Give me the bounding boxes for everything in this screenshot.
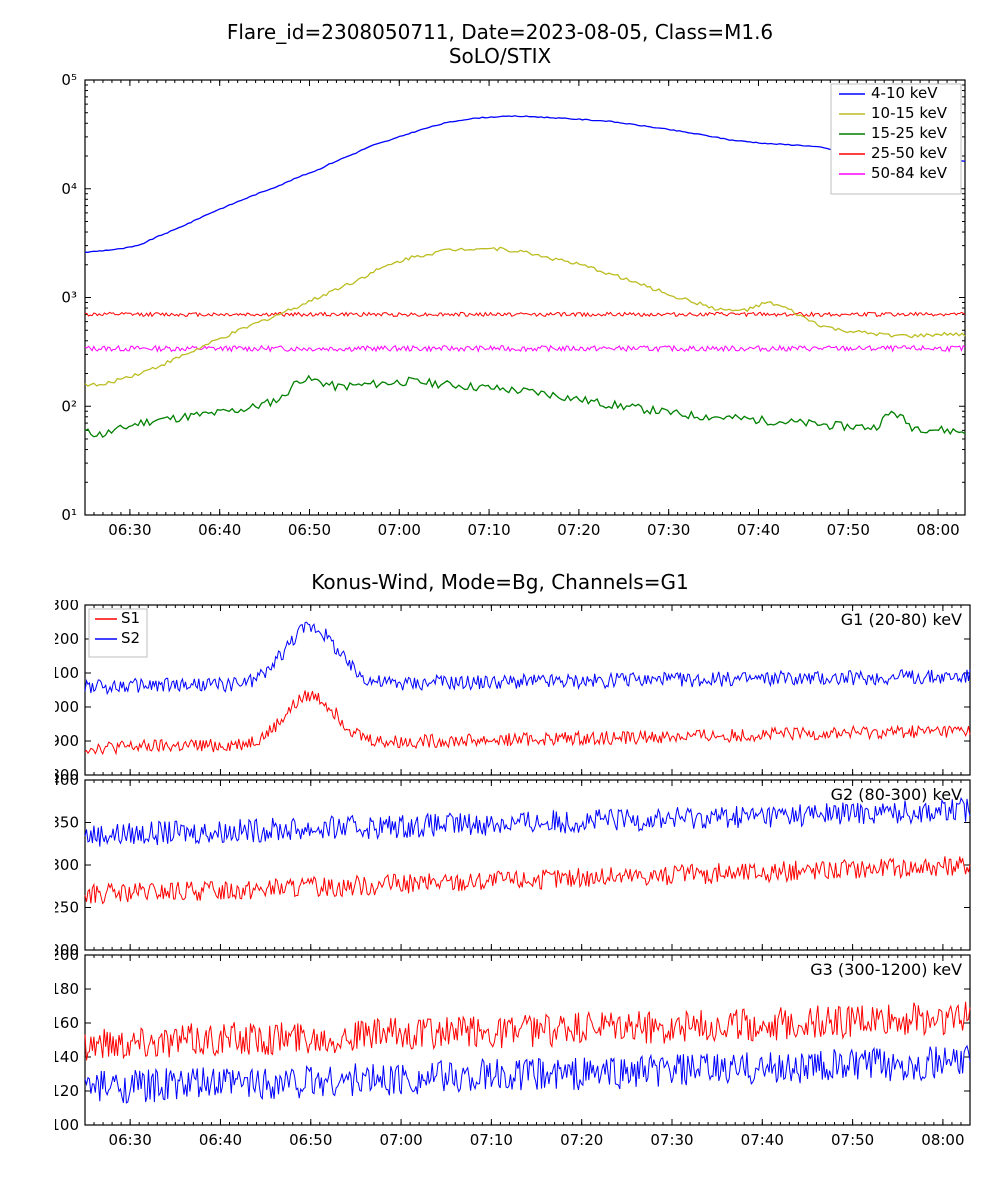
svg-text:07:50: 07:50 <box>827 521 870 539</box>
bottom-charts: 8009001000110012001300Counts/sG1 (20-80)… <box>55 600 985 1170</box>
svg-text:S2: S2 <box>121 629 140 647</box>
svg-text:160: 160 <box>55 1014 79 1032</box>
svg-text:06:50: 06:50 <box>289 1131 332 1149</box>
svg-text:140: 140 <box>55 1048 79 1066</box>
svg-text:250: 250 <box>55 899 79 917</box>
svg-text:G2 (80-300) keV: G2 (80-300) keV <box>831 785 962 804</box>
svg-text:25-50 keV: 25-50 keV <box>871 144 948 162</box>
svg-text:1100: 1100 <box>55 664 79 682</box>
svg-text:350: 350 <box>55 814 79 832</box>
svg-text:06:40: 06:40 <box>198 521 241 539</box>
top-subtitle: SoLO/STIX <box>0 44 1000 68</box>
svg-text:10-15 keV: 10-15 keV <box>871 104 948 122</box>
svg-text:300: 300 <box>55 856 79 874</box>
svg-text:07:30: 07:30 <box>647 521 690 539</box>
svg-text:50-84 keV: 50-84 keV <box>871 164 948 182</box>
svg-text:400: 400 <box>55 771 79 789</box>
svg-text:900: 900 <box>55 732 79 750</box>
top-chart: 10¹10²10³10⁴10⁵Counts06:3006:4006:5007:0… <box>60 70 980 540</box>
svg-text:07:40: 07:40 <box>737 521 780 539</box>
svg-text:08:00: 08:00 <box>916 521 959 539</box>
svg-text:200: 200 <box>55 946 79 964</box>
svg-text:120: 120 <box>55 1082 79 1100</box>
svg-text:1200: 1200 <box>55 630 79 648</box>
svg-text:07:50: 07:50 <box>831 1131 874 1149</box>
svg-text:07:30: 07:30 <box>650 1131 693 1149</box>
svg-text:07:10: 07:10 <box>467 521 510 539</box>
svg-text:10²: 10² <box>60 397 77 415</box>
svg-text:15-25 keV: 15-25 keV <box>871 124 948 142</box>
svg-text:10⁴: 10⁴ <box>60 180 77 198</box>
svg-text:06:30: 06:30 <box>109 1131 152 1149</box>
svg-text:10³: 10³ <box>60 289 77 307</box>
svg-text:100: 100 <box>55 1116 79 1134</box>
svg-text:S1: S1 <box>121 609 140 627</box>
svg-text:06:30: 06:30 <box>108 521 151 539</box>
svg-text:G3 (300-1200) keV: G3 (300-1200) keV <box>810 960 962 979</box>
svg-text:G1 (20-80) keV: G1 (20-80) keV <box>841 610 962 629</box>
svg-text:07:20: 07:20 <box>557 521 600 539</box>
mid-title: Konus-Wind, Mode=Bg, Channels=G1 <box>0 570 1000 594</box>
svg-text:07:20: 07:20 <box>560 1131 603 1149</box>
svg-text:1000: 1000 <box>55 698 79 716</box>
figure: Flare_id=2308050711, Date=2023-08-05, Cl… <box>0 0 1000 1200</box>
svg-text:10⁵: 10⁵ <box>60 71 77 89</box>
svg-text:07:10: 07:10 <box>470 1131 513 1149</box>
svg-text:07:00: 07:00 <box>379 1131 422 1149</box>
svg-text:07:00: 07:00 <box>378 521 421 539</box>
svg-text:06:50: 06:50 <box>288 521 331 539</box>
figure-title: Flare_id=2308050711, Date=2023-08-05, Cl… <box>0 20 1000 44</box>
svg-text:4-10 keV: 4-10 keV <box>871 84 938 102</box>
svg-text:1300: 1300 <box>55 600 79 614</box>
svg-text:07:40: 07:40 <box>741 1131 784 1149</box>
svg-text:06:40: 06:40 <box>199 1131 242 1149</box>
svg-text:10¹: 10¹ <box>60 506 77 524</box>
svg-text:08:00: 08:00 <box>921 1131 964 1149</box>
svg-text:180: 180 <box>55 980 79 998</box>
